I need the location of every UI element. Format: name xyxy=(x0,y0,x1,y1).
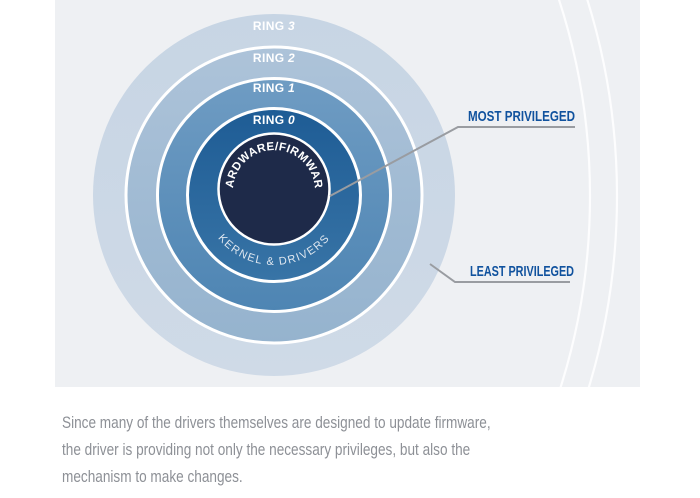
decorative-arc-1 xyxy=(557,0,591,387)
caption: Since many of the drivers themselves are… xyxy=(62,409,491,490)
least-privileged-line xyxy=(429,263,570,283)
most-privileged-line xyxy=(329,126,575,197)
most-privileged-label: MOST PRIVILEGED xyxy=(468,108,575,125)
ring-3-label: RING 3 xyxy=(253,19,295,33)
core-circle xyxy=(217,132,331,246)
decorative-arc-2 xyxy=(586,0,618,387)
caption-line-3: mechanism to make changes. xyxy=(62,467,243,486)
ring-2-label: RING 2 xyxy=(253,51,295,65)
ring-0-label: RING 0 xyxy=(253,113,295,127)
ring-1-label: RING 1 xyxy=(253,81,295,95)
caption-line-1: Since many of the drivers themselves are… xyxy=(62,413,491,432)
least-privileged-label: LEAST PRIVILEGED xyxy=(470,263,574,280)
caption-line-2: the driver is providing not only the nec… xyxy=(62,440,471,459)
